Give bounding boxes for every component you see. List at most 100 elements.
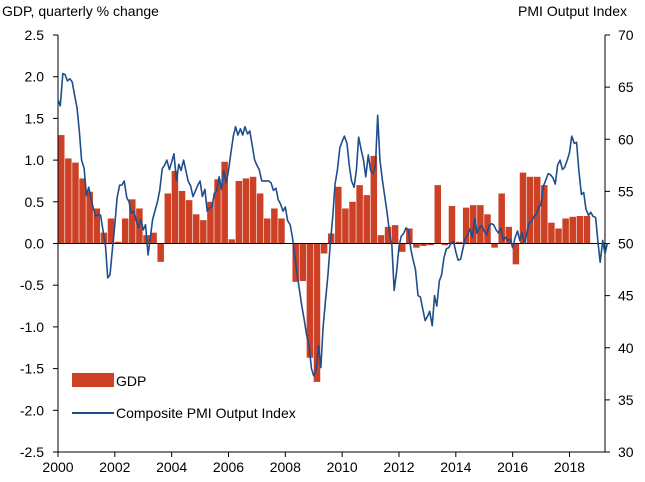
- gdp-bar-2006Q3: [242, 178, 250, 244]
- gdp-bar-2006Q2: [235, 180, 243, 244]
- right-tick-label: 45: [618, 288, 634, 304]
- gdp-bar-2009Q2: [320, 243, 328, 254]
- axes: 2.5 2.0 1.5 1.0 0.5 0.0 -0.5 -1.0 -1.5 -2.0 -2.5 70…: [20, 27, 634, 475]
- legend: GDP Composite PMI Output Index: [72, 373, 296, 421]
- gdp-bar-2003Q3: [157, 243, 164, 262]
- gdp-bar-2007Q1: [256, 193, 264, 244]
- gdp-bar-2008Q4: [306, 243, 314, 358]
- right-tick-label: 60: [618, 131, 634, 147]
- left-tick-label: -1.5: [20, 361, 44, 377]
- gdp-bar-2006Q4: [249, 176, 257, 244]
- x-tick-label: 2000: [42, 459, 73, 475]
- gdp-bar-2004Q3: [185, 200, 193, 244]
- gdp-bar-2013Q3: [441, 243, 449, 246]
- gdp-bar-2005Q4: [221, 161, 228, 244]
- gdp-bar-2007Q3: [271, 208, 278, 244]
- x-tick-label: 2014: [440, 459, 471, 475]
- x-tick-label: 2004: [156, 459, 187, 475]
- right-tick-label: 50: [618, 236, 634, 252]
- x-tick-label: 2008: [270, 459, 301, 475]
- gdp-bar-2009Q1: [313, 243, 321, 382]
- x-tick-label: 2010: [327, 459, 358, 475]
- pmi-line: [57, 72, 609, 377]
- gdp-bar-2006Q1: [228, 239, 235, 244]
- gdp-bar-2003Q4: [164, 193, 172, 244]
- gdp-bar-2004Q1: [171, 170, 179, 244]
- gdp-bar-2002Q3: [129, 199, 136, 244]
- gdp-bar-2018Q1: [569, 216, 576, 244]
- left-tick-label: 2.5: [25, 27, 45, 43]
- gdp-bar-2003Q2: [150, 232, 157, 244]
- gdp-bar-2017Q4: [562, 218, 569, 244]
- gdp-bar-2017Q3: [555, 228, 562, 244]
- gdp-bar-2010Q3: [356, 185, 363, 244]
- gdp-bars: [58, 135, 598, 382]
- gdp-bar-2016Q1: [512, 243, 520, 265]
- gdp-bar-2005Q2: [207, 201, 214, 244]
- gdp-bar-2017Q2: [548, 222, 555, 244]
- gdp-bar-2000Q3: [72, 162, 79, 244]
- gdp-bar-2001Q4: [107, 218, 115, 244]
- legend-gdp-label: GDP: [116, 373, 146, 389]
- gdp-bar-2011Q2: [377, 235, 385, 244]
- left-axis-title: GDP, quarterly % change: [2, 3, 159, 19]
- gdp-bar-2014Q4: [477, 205, 484, 244]
- gdp-bar-2015Q3: [498, 193, 505, 244]
- gdp-bar-2015Q2: [491, 243, 498, 248]
- pmi-series-line: [57, 72, 609, 377]
- gdp-bar-2010Q1: [342, 208, 349, 244]
- gdp-bar-2000Q2: [65, 158, 72, 244]
- right-axis-title: PMI Output Index: [518, 3, 627, 19]
- x-tick-label: 2016: [497, 459, 528, 475]
- gdp-bar-2002Q1: [114, 241, 122, 244]
- gdp-bar-2010Q2: [349, 201, 356, 244]
- right-tick-label: 70: [618, 27, 634, 43]
- gdp-bar-2014Q2: [462, 207, 470, 244]
- gdp-bar-2001Q1: [86, 191, 93, 244]
- gdp-bar-2016Q3: [526, 176, 534, 244]
- gdp-bar-2013Q1: [427, 243, 434, 246]
- gdp-bar-2011Q3: [384, 226, 392, 244]
- gdp-bar-2018Q2: [576, 215, 584, 244]
- right-tick-label: 55: [618, 183, 634, 199]
- gdp-bar-2011Q1: [370, 155, 378, 244]
- gdp-bar-2012Q4: [420, 243, 427, 246]
- right-tick-label: 65: [618, 79, 634, 95]
- left-tick-label: 1.0: [25, 152, 45, 168]
- gdp-bar-2011Q4: [391, 225, 399, 244]
- right-tick-label: 40: [618, 340, 634, 356]
- legend-pmi-label: Composite PMI Output Index: [116, 405, 296, 421]
- x-tick-label: 2002: [99, 459, 130, 475]
- x-tick-label: 2018: [554, 459, 585, 475]
- gdp-bar-2000Q4: [79, 178, 86, 244]
- x-tick-label: 2006: [213, 459, 244, 475]
- left-tick-label: 2.0: [25, 69, 45, 85]
- left-tick-label: -2.0: [20, 402, 44, 418]
- gdp-bar-2002Q2: [121, 218, 129, 244]
- gdp-bar-2013Q2: [434, 185, 442, 244]
- gdp-bar-2012Q1: [398, 243, 406, 252]
- gdp-bar-2008Q3: [299, 243, 307, 282]
- gdp-bar-2005Q3: [214, 179, 221, 244]
- gdp-bar-2009Q4: [335, 186, 342, 244]
- gdp-bar-2000Q1: [58, 135, 65, 244]
- x-tick-label: 2012: [383, 459, 414, 475]
- left-tick-label: 1.5: [25, 110, 45, 126]
- gdp-bar-2016Q2: [519, 172, 527, 244]
- left-tick-label: 0.5: [25, 194, 45, 210]
- gdp-bar-2010Q4: [363, 195, 370, 244]
- gdp-bar-2012Q3: [413, 243, 420, 248]
- gdp-bar-2017Q1: [541, 185, 548, 244]
- gdp-bar-2013Q4: [448, 205, 456, 244]
- gdp-bar-2004Q2: [178, 190, 186, 244]
- gdp-bar-2004Q4: [192, 214, 200, 244]
- gdp-bar-2007Q2: [264, 218, 271, 244]
- left-tick-label: 0.0: [25, 236, 45, 252]
- left-tick-label: -0.5: [20, 277, 44, 293]
- legend-gdp-swatch: [72, 373, 114, 387]
- gdp-bar-2005Q1: [200, 220, 207, 244]
- gdp-bar-2015Q4: [505, 226, 513, 244]
- right-tick-label: 35: [618, 392, 634, 408]
- right-tick-label: 30: [618, 444, 634, 460]
